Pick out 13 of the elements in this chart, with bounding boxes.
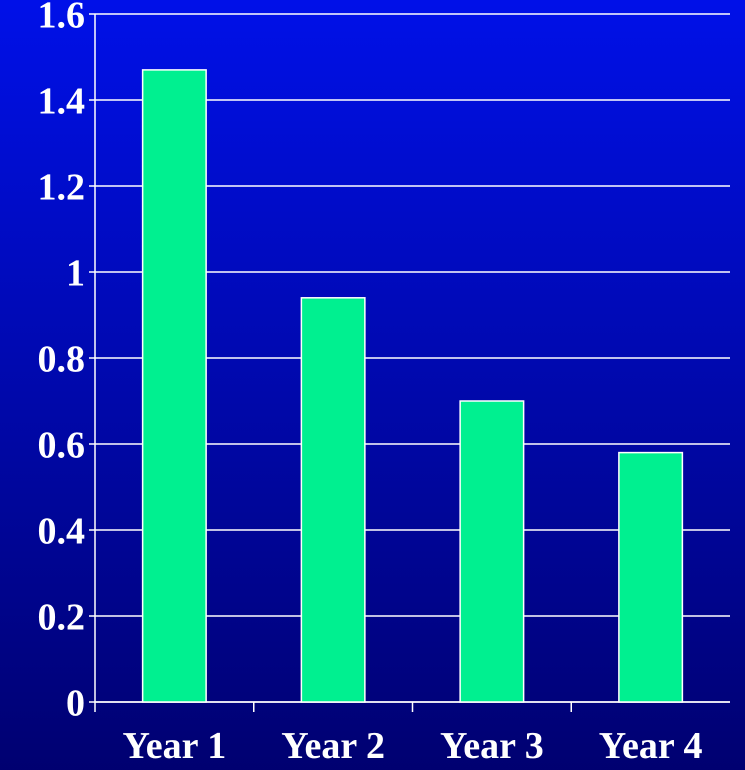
y-tick-label: 1.4	[38, 80, 85, 122]
x-tick-label: Year 3	[440, 725, 544, 767]
x-tick-label: Year 4	[598, 725, 703, 767]
y-tick-label: 1	[66, 252, 85, 294]
y-tick-label: 1.6	[38, 0, 85, 36]
y-tick-label: 0.6	[38, 424, 85, 466]
y-tick-label: 0.2	[38, 596, 85, 638]
y-tick-label: 0.8	[38, 338, 85, 380]
y-tick-label: 0.4	[38, 510, 85, 552]
x-tick-label: Year 2	[281, 725, 386, 767]
x-tick-label: Year 1	[122, 725, 226, 767]
y-tick-label: 0	[66, 682, 85, 724]
y-tick-label: 1.2	[38, 166, 85, 208]
